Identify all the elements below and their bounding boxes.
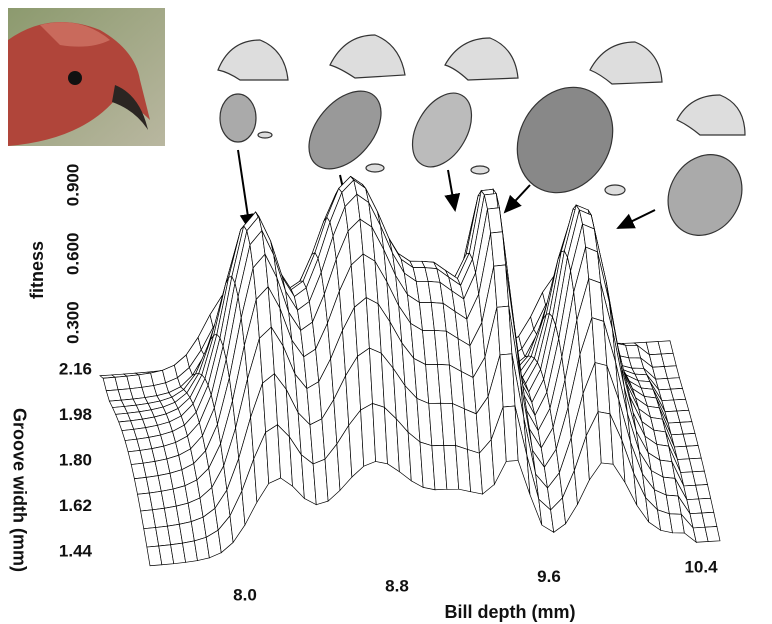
y-tick-label: 2.16 bbox=[59, 360, 92, 379]
y-axis-label: Groove width (mm) bbox=[9, 408, 29, 572]
bird-photo bbox=[8, 8, 165, 146]
y-tick-label: 1.44 bbox=[59, 542, 93, 561]
y-tick-label: 1.80 bbox=[59, 451, 92, 470]
x-tick-label: 8.8 bbox=[385, 576, 409, 595]
y-tick-label: 1.98 bbox=[59, 405, 92, 424]
y-tick-label: 1.62 bbox=[59, 496, 92, 515]
x-tick-label: 9.6 bbox=[537, 567, 561, 586]
z-tick-label: 0.600 bbox=[63, 232, 82, 275]
x-tick-label: 10.4 bbox=[684, 558, 718, 577]
surface-mesh bbox=[100, 176, 720, 565]
z-tick-label: 0.300 bbox=[63, 301, 82, 344]
x-tick-label: 8.0 bbox=[233, 586, 257, 605]
z-axis-label: fitness bbox=[27, 241, 47, 299]
z-tick-label: 0.900 bbox=[63, 164, 82, 207]
x-axis-label: Bill depth (mm) bbox=[445, 602, 576, 622]
figure: Bill depth (mm) Groove width (mm) fitnes… bbox=[0, 0, 772, 624]
